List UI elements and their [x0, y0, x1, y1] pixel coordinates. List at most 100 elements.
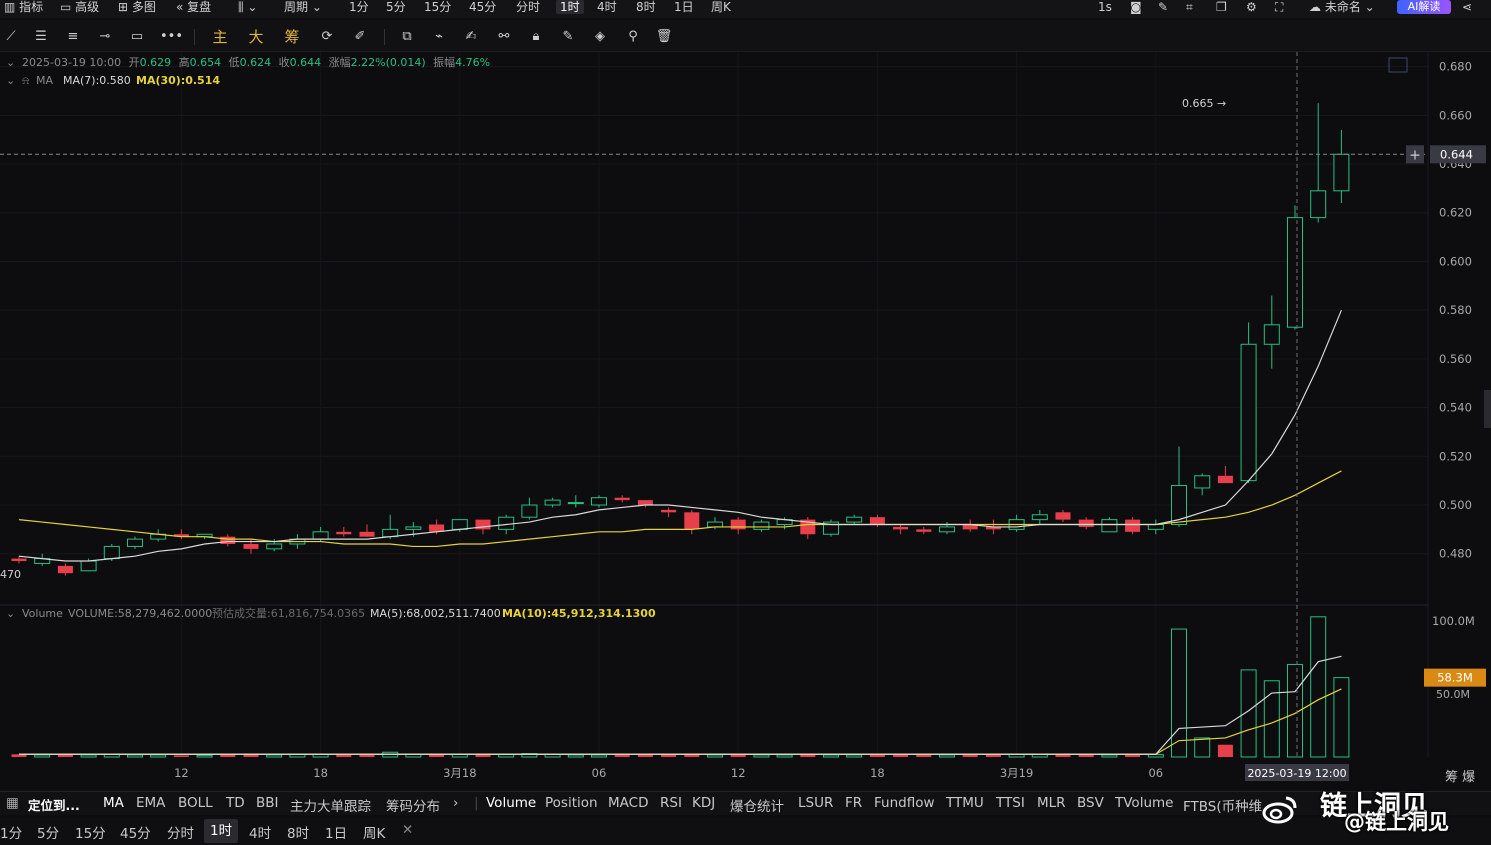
trash-icon[interactable]: 🗑︎ [655, 29, 673, 44]
indicator-menu[interactable]: ▥ 指标 [4, 0, 44, 14]
indicator-rsi[interactable]: RSI [660, 795, 682, 811]
indicator-ma[interactable]: MA [103, 795, 124, 811]
indicator-kdj[interactable]: KDJ [692, 795, 716, 811]
bottom-period-1d[interactable]: 1日 [325, 826, 348, 842]
bottom-period-1h[interactable]: 1时 [204, 819, 239, 843]
trend-line-icon[interactable]: ⟋ [6, 29, 16, 44]
gear-icon[interactable]: ⚙ [1246, 0, 1257, 14]
period-menu[interactable]: 周期 ⌄ [284, 0, 322, 14]
close-icon[interactable]: ✕ [402, 822, 414, 838]
ai-interpret-button[interactable]: AI解读 [1397, 0, 1451, 14]
alarm-icon[interactable]: ⍾ [22, 74, 29, 87]
bottom-period-timeshare[interactable]: 分时 [167, 826, 194, 842]
big-order-tool[interactable]: 大 [248, 28, 264, 46]
indicator-tvolume[interactable]: TVolume [1115, 795, 1174, 811]
layers-icon[interactable]: ❐ [1216, 0, 1227, 14]
indicator-macd[interactable]: MACD [608, 795, 649, 811]
candlestick-chart[interactable]: 0.6800.6600.6400.6200.6000.5800.5600.540… [0, 52, 1491, 792]
calendar-icon[interactable]: ▦ [6, 795, 19, 811]
indicator-boll[interactable]: BOLL [178, 795, 213, 811]
indicator-fundflow[interactable]: Fundflow [874, 795, 935, 811]
bottom-period-45m[interactable]: 45分 [120, 826, 151, 842]
period-45m[interactable]: 45分 [469, 0, 497, 14]
indicator-main-force[interactable]: 主力大单跟踪 [290, 799, 371, 815]
ruler-icon[interactable]: ⌁ [435, 29, 443, 44]
period-8h[interactable]: 8时 [636, 0, 656, 14]
horizontal-lines-icon[interactable]: ☰ [35, 29, 47, 44]
bottom-period-5m[interactable]: 5分 [37, 826, 60, 842]
period-1d[interactable]: 1日 [674, 0, 694, 14]
volume-ma-lines [19, 655, 1342, 755]
period-timeshare[interactable]: 分时 [516, 0, 541, 14]
indicator-ttmu[interactable]: TTMU [946, 795, 984, 811]
crop-icon[interactable]: ⌗ [1186, 0, 1193, 14]
period-1h[interactable]: 1时 [556, 0, 584, 14]
advanced-menu[interactable]: ▭ 高级 [60, 0, 100, 14]
filter-icon[interactable]: ⚲ [628, 29, 638, 44]
volume-bar [1147, 754, 1164, 758]
indicator-bsv[interactable]: BSV [1077, 795, 1104, 811]
edit-icon[interactable]: ✎ [562, 29, 574, 44]
bottom-period-15m[interactable]: 15分 [75, 826, 106, 842]
period-weekly[interactable]: 周K [711, 0, 731, 14]
collapse-ma-icon[interactable]: ⌄ [6, 74, 15, 87]
expand-icon[interactable] [1388, 57, 1408, 73]
side-tabs[interactable]: 筹 爆 [1445, 770, 1476, 785]
candle-body [220, 536, 236, 544]
lock-icon[interactable]: 🔒︎ [532, 29, 540, 44]
link-icon[interactable]: ⚯ [498, 29, 510, 44]
volume-current-label: 58.3M [1437, 671, 1473, 685]
bottom-period-8h[interactable]: 8时 [287, 826, 310, 842]
indicator-chip[interactable]: 筹码分布 [386, 799, 440, 815]
sync-icon[interactable]: ⟳ [321, 29, 333, 44]
indicator-fr[interactable]: FR [845, 795, 863, 811]
indicator-lsur[interactable]: LSUR [798, 795, 834, 811]
chip-tool[interactable]: 筹 [284, 28, 300, 46]
indicator-mlr[interactable]: MLR [1037, 795, 1066, 811]
fullscreen-icon[interactable]: ⛶ [1275, 0, 1284, 14]
volume-bar [127, 754, 143, 758]
bottom-period-4h[interactable]: 4时 [249, 826, 272, 842]
interval-selector[interactable]: 1s [1098, 0, 1112, 14]
replay-menu[interactable]: « 复盘 [176, 0, 212, 14]
pen-icon[interactable]: ✍ [465, 29, 477, 44]
pencil-icon[interactable]: ✎ [1158, 0, 1169, 14]
magnet-pen-icon[interactable]: ✐ [354, 29, 366, 44]
collapse-icon[interactable]: ⌄ [6, 56, 15, 69]
indicator-ftbs[interactable]: FTBS(币种维 [1183, 799, 1263, 815]
locate-button[interactable]: 定位到... [28, 798, 80, 813]
horizontal-ray-icon[interactable]: ⊸ [99, 29, 111, 44]
indicator-td[interactable]: TD [226, 795, 245, 811]
candle-body [591, 497, 607, 506]
watermark: 链上洞见 @链上洞见 [1262, 784, 1487, 834]
share-icon[interactable]: ⋖ [1462, 0, 1473, 14]
rectangle-icon[interactable]: ▭ [130, 29, 144, 44]
period-15m[interactable]: 15分 [424, 0, 452, 14]
bottom-period-weekly[interactable]: 周K [363, 826, 386, 842]
indicator-bbi[interactable]: BBI [256, 795, 279, 811]
left-low-label: 470 [0, 568, 21, 581]
eraser-icon[interactable]: ◈ [595, 29, 605, 44]
copy-icon[interactable]: ⧉ [402, 29, 412, 44]
chevron-right-icon[interactable]: › [453, 795, 459, 811]
more-tools-icon[interactable]: ••• [160, 29, 184, 44]
parallel-channel-icon[interactable]: ≡ [67, 29, 79, 44]
indicator-liquidation[interactable]: 爆仓统计 [730, 799, 784, 815]
drawing-toolbar: ⟋ ☰ ≡ ⊸ ▭ ••• 主 大 筹 ⟳ ✐ ⧉ ⌁ ✍ ⚯ 🔒︎ ✎ ◈ ⚲… [0, 20, 1491, 52]
cloud-layout-menu[interactable]: ☁ 未命名 ⌄ [1309, 0, 1375, 14]
period-1m[interactable]: 1分 [349, 0, 369, 14]
volume-bar [266, 754, 283, 758]
indicator-ttsi[interactable]: TTSI [996, 795, 1025, 811]
indicator-position[interactable]: Position [545, 795, 598, 811]
price-tick-label: 0.580 [1439, 303, 1472, 317]
main-force-tool[interactable]: 主 [212, 28, 228, 46]
multi-chart-menu[interactable]: ⊞ 多图 [118, 0, 156, 14]
camera-icon[interactable]: ◙ [1130, 0, 1142, 14]
period-4h[interactable]: 4时 [597, 0, 617, 14]
indicator-ema[interactable]: EMA [136, 795, 166, 811]
chart-type-menu[interactable]: ⫼ ⌄ [238, 0, 258, 14]
collapse-volume-icon[interactable]: ⌄ [6, 607, 15, 620]
period-5m[interactable]: 5分 [386, 0, 406, 14]
bottom-period-1m[interactable]: 1分 [0, 826, 23, 842]
indicator-volume[interactable]: Volume [486, 795, 537, 811]
